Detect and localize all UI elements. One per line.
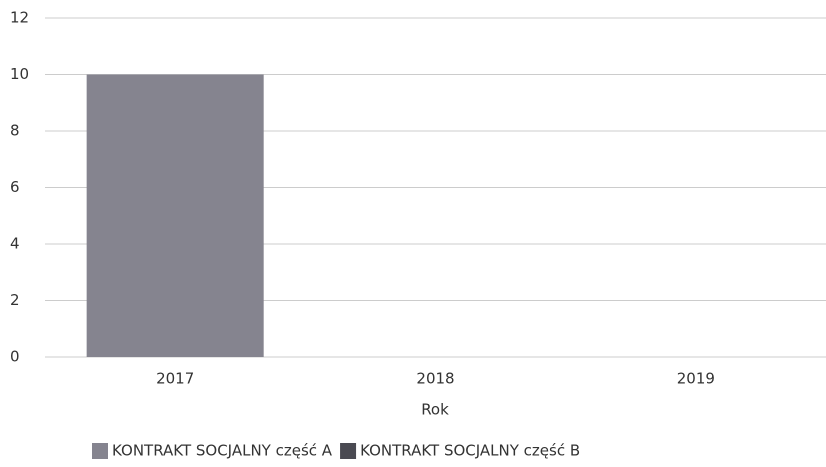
legend-label: KONTRAKT SOCJALNY część A xyxy=(112,442,333,460)
y-tick-label: 2 xyxy=(10,291,20,309)
x-tick-label: 2018 xyxy=(416,370,454,388)
x-tick-label: 2019 xyxy=(677,370,715,388)
x-axis-label: Rok xyxy=(421,401,449,419)
y-tick-label: 6 xyxy=(10,178,20,196)
y-tick-label: 8 xyxy=(10,122,20,140)
y-tick-label: 4 xyxy=(10,235,20,253)
y-tick-label: 10 xyxy=(10,65,29,83)
y-tick-label: 12 xyxy=(10,9,29,27)
y-tick-label: 0 xyxy=(10,348,20,366)
x-tick-label: 2017 xyxy=(156,370,194,388)
bar xyxy=(86,74,264,357)
legend-label: KONTRAKT SOCJALNY część B xyxy=(360,442,580,460)
legend-swatch xyxy=(92,443,108,459)
legend-swatch xyxy=(340,443,357,459)
